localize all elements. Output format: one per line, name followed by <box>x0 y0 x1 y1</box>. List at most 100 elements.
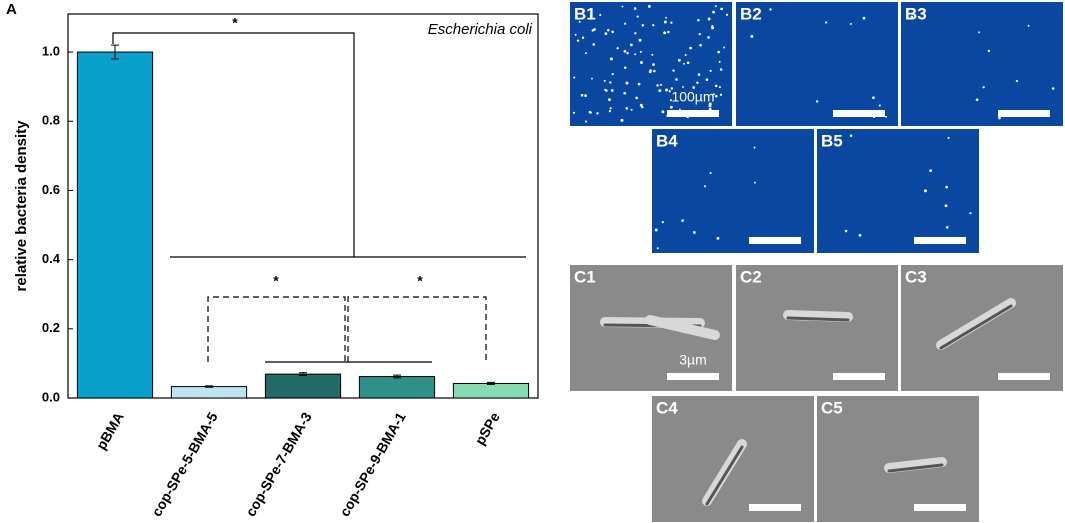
y-tick-label: 0.4 <box>42 251 61 266</box>
cell-dot <box>658 89 662 93</box>
cell-dot <box>653 69 656 73</box>
scale-bar <box>749 504 801 511</box>
cell-dot <box>630 108 633 111</box>
y-tick-label: 0.2 <box>42 320 60 335</box>
cell-dot <box>723 46 726 49</box>
cell-dot <box>885 115 888 118</box>
panel-label: C1 <box>574 267 596 286</box>
micrograph <box>736 265 898 391</box>
panel-label: C4 <box>656 398 678 417</box>
fluorescence-panel: B3 <box>901 2 1063 126</box>
scale-bar <box>749 237 801 244</box>
cell-dot <box>580 93 584 97</box>
cell-dot <box>609 81 612 84</box>
cell-dot <box>719 93 723 96</box>
cell-dot <box>591 77 593 80</box>
scale-label: 100µm <box>671 89 714 105</box>
cell-dot <box>720 7 724 11</box>
cell-dot <box>636 15 639 18</box>
cell-dot <box>945 185 949 189</box>
cell-dot <box>623 91 627 95</box>
bar <box>170 386 248 399</box>
cell-dot <box>714 5 717 8</box>
cell-dot <box>634 53 637 56</box>
cell-dot <box>629 43 633 47</box>
cell-dot <box>634 32 637 35</box>
cell-dot <box>576 39 580 42</box>
scale-bar <box>914 237 966 244</box>
error-bar <box>487 381 495 386</box>
significance-bracket <box>347 296 487 362</box>
significance-marker: * <box>273 273 279 289</box>
cell-dot <box>637 82 641 86</box>
y-tick-label: 0.0 <box>42 389 60 404</box>
cell-dot <box>982 86 985 89</box>
micrograph <box>817 396 979 522</box>
cell-dot <box>584 94 587 98</box>
cell-dot <box>596 112 599 115</box>
sem-panel: C5 <box>817 396 979 522</box>
cell-dot <box>635 96 638 100</box>
cell-dot <box>652 24 655 27</box>
cell-dot <box>647 4 651 8</box>
cell-dot <box>708 102 712 106</box>
cell-dot <box>611 72 614 76</box>
cell-dot <box>683 62 685 65</box>
micrograph <box>817 129 979 253</box>
cell-dot <box>944 204 948 208</box>
cell-dot <box>625 81 629 85</box>
cell-dot <box>705 78 709 81</box>
fluorescence-panel: B5 <box>817 129 979 253</box>
cell-dot <box>675 78 678 81</box>
cell-dot <box>626 52 629 55</box>
cell-dot <box>922 12 925 15</box>
cell-dot <box>692 231 696 234</box>
cell-dot <box>604 32 608 36</box>
cell-dot <box>623 66 627 69</box>
cell-dot <box>663 31 667 35</box>
cell-dot <box>611 30 614 34</box>
cell-dot <box>969 212 972 215</box>
cell-dot <box>709 171 712 174</box>
panel-label: B3 <box>905 4 927 23</box>
scale-label: 3µm <box>679 352 707 368</box>
panel-label: B1 <box>574 4 596 23</box>
sem-panel: C4 <box>652 396 814 522</box>
cell-dot <box>639 103 643 107</box>
cell-dot <box>625 107 629 110</box>
cell-dot <box>624 22 627 25</box>
annotation: Escherichia coli <box>428 21 533 38</box>
x-tick-label: cop-SPe-5-BMA-5 <box>148 409 221 519</box>
cell-dot <box>661 221 664 224</box>
cell-dot <box>696 81 699 85</box>
cell-dot <box>686 61 690 65</box>
cell-dot <box>638 38 642 42</box>
error-bar <box>299 372 307 377</box>
bacterium <box>783 310 853 322</box>
bar <box>264 373 342 399</box>
sem-panel: C1 3µm <box>570 265 732 391</box>
cell-dot <box>716 236 720 240</box>
cell-dot <box>672 69 675 72</box>
significance-bracket <box>207 296 346 362</box>
cell-dot <box>659 83 663 86</box>
panel-label: B4 <box>656 131 678 150</box>
cell-dot <box>947 136 950 139</box>
scale-bar <box>998 110 1050 117</box>
cell-dot <box>574 33 577 36</box>
cell-dot <box>572 111 576 114</box>
y-tick-label: 0.8 <box>42 113 60 128</box>
cell-dot <box>849 134 853 137</box>
panel-label: A <box>6 1 17 18</box>
cell-dot <box>754 181 756 184</box>
cell-dot <box>654 228 658 232</box>
cell-dot <box>584 120 588 123</box>
x-tick-label: cop-SPe-7-BMA-3 <box>242 409 315 519</box>
cell-dot <box>858 233 862 237</box>
cell-dot <box>769 8 772 11</box>
cell-dot <box>929 169 933 173</box>
cell-dot <box>584 52 587 55</box>
cell-dot <box>978 31 980 34</box>
cell-dot <box>621 5 624 8</box>
